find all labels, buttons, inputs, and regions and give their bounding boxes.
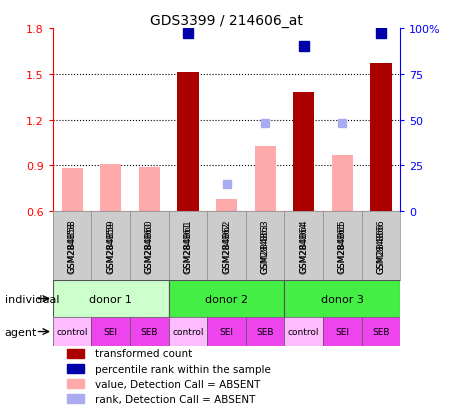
Text: GSM284865: GSM284865 bbox=[337, 219, 346, 273]
Bar bbox=[177, 73, 198, 212]
Text: control: control bbox=[56, 327, 88, 336]
Text: GSM284865: GSM284865 bbox=[337, 222, 346, 273]
Text: SEI: SEI bbox=[335, 327, 348, 336]
Text: GSM284859: GSM284859 bbox=[106, 222, 115, 273]
Bar bbox=[254, 146, 275, 212]
Text: individual: individual bbox=[5, 294, 59, 304]
Text: SEI: SEI bbox=[104, 327, 118, 336]
Text: SEI: SEI bbox=[219, 327, 233, 336]
Bar bbox=[91, 318, 130, 346]
Text: SEB: SEB bbox=[140, 327, 158, 336]
Bar bbox=[62, 169, 83, 212]
Bar bbox=[53, 280, 168, 318]
Text: agent: agent bbox=[5, 327, 37, 337]
Text: donor 3: donor 3 bbox=[320, 294, 363, 304]
Text: control: control bbox=[287, 327, 319, 336]
Text: GSM284862: GSM284862 bbox=[222, 222, 230, 273]
Bar bbox=[67, 349, 84, 358]
Bar bbox=[245, 318, 284, 346]
Bar bbox=[215, 199, 237, 212]
Text: GSM284861: GSM284861 bbox=[183, 222, 192, 273]
Text: transformed count: transformed count bbox=[95, 349, 191, 358]
Bar bbox=[130, 318, 168, 346]
Bar bbox=[369, 64, 391, 212]
Text: GSM284866: GSM284866 bbox=[375, 222, 385, 273]
Text: rank, Detection Call = ABSENT: rank, Detection Call = ABSENT bbox=[95, 394, 254, 404]
Text: GSM284861: GSM284861 bbox=[183, 219, 192, 273]
Text: GSM284859: GSM284859 bbox=[106, 219, 115, 273]
Text: GSM284860: GSM284860 bbox=[145, 219, 154, 273]
Bar bbox=[168, 280, 284, 318]
Bar bbox=[168, 318, 207, 346]
Text: GSM284860: GSM284860 bbox=[145, 222, 154, 273]
Bar bbox=[284, 280, 399, 318]
Text: GSM284858: GSM284858 bbox=[67, 222, 77, 273]
Text: GSM284863: GSM284863 bbox=[260, 219, 269, 273]
Bar bbox=[67, 364, 84, 373]
Text: percentile rank within the sample: percentile rank within the sample bbox=[95, 364, 270, 374]
Bar bbox=[67, 379, 84, 388]
Text: GSM284866: GSM284866 bbox=[375, 219, 385, 273]
Bar bbox=[292, 93, 313, 212]
Text: GSM284858: GSM284858 bbox=[67, 219, 77, 273]
Text: donor 1: donor 1 bbox=[89, 294, 132, 304]
Text: SEB: SEB bbox=[371, 327, 389, 336]
Bar bbox=[207, 318, 245, 346]
Bar bbox=[100, 164, 121, 212]
Text: GSM284864: GSM284864 bbox=[298, 219, 308, 273]
Bar bbox=[331, 155, 352, 212]
Bar bbox=[361, 318, 399, 346]
Bar bbox=[139, 168, 160, 212]
Text: GSM284863: GSM284863 bbox=[260, 222, 269, 273]
Text: control: control bbox=[172, 327, 203, 336]
Title: GDS3399 / 214606_at: GDS3399 / 214606_at bbox=[150, 14, 302, 28]
Bar bbox=[322, 318, 361, 346]
Bar bbox=[53, 318, 91, 346]
Text: SEB: SEB bbox=[256, 327, 273, 336]
Text: donor 2: donor 2 bbox=[205, 294, 247, 304]
Text: GSM284862: GSM284862 bbox=[222, 219, 230, 273]
Text: value, Detection Call = ABSENT: value, Detection Call = ABSENT bbox=[95, 379, 259, 389]
Bar bbox=[284, 318, 322, 346]
Bar bbox=[67, 394, 84, 403]
Text: GSM284864: GSM284864 bbox=[298, 222, 308, 273]
